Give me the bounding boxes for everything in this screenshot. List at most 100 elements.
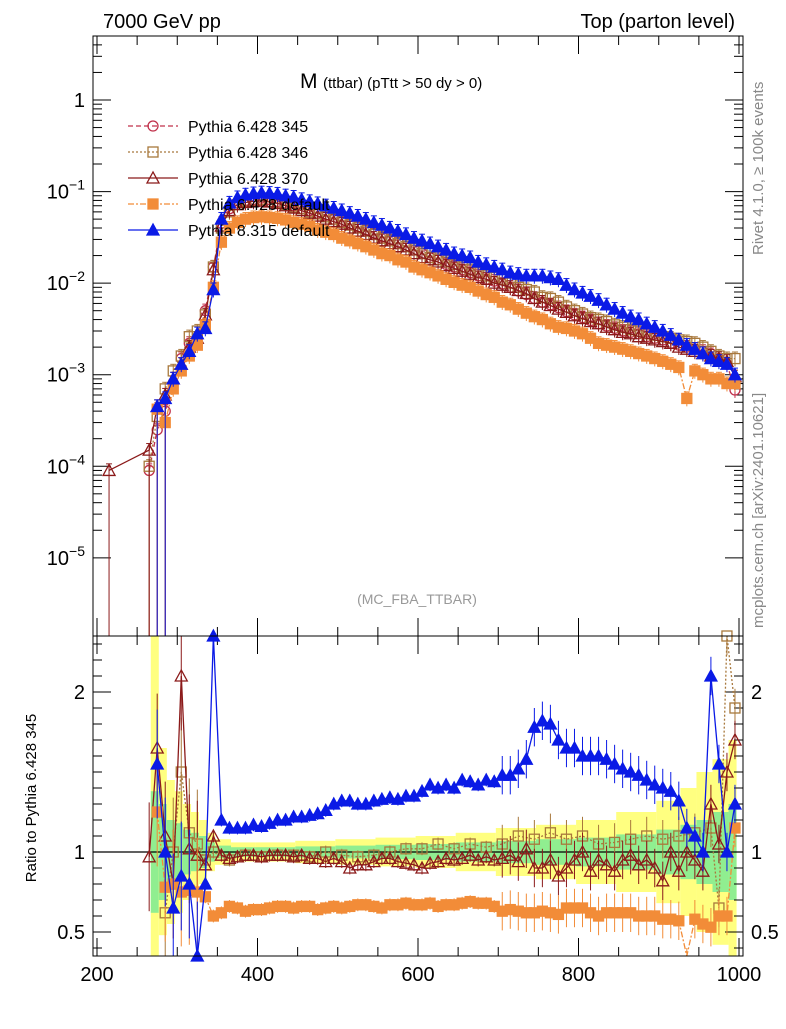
ratio-point [463, 774, 478, 788]
data-point [398, 227, 414, 241]
ratio-point [422, 777, 438, 791]
data-point [310, 196, 325, 210]
ratio-point [286, 849, 301, 863]
ratio-point [422, 855, 438, 869]
ratio-point [432, 838, 444, 850]
ratio-frame [92, 635, 744, 957]
data-point [198, 321, 213, 335]
legend-label: Pythia 6.428 346 [188, 145, 308, 162]
rivet-label: Rivet 4.1.0, ≥ 100k events [750, 82, 767, 255]
ratio-ytick-label-right: 1 [751, 842, 762, 864]
ratio-point [641, 830, 653, 842]
data-point [503, 265, 518, 279]
data-point [679, 337, 694, 351]
ratio-point [544, 827, 557, 839]
legend-label: Pythia 6.428 345 [188, 119, 308, 136]
ratio-point [503, 767, 518, 781]
ratio-point [254, 849, 269, 863]
ratio-ytick-label-right: 0.5 [751, 922, 779, 944]
ratio-point [416, 843, 428, 855]
ratio-point [447, 780, 462, 794]
legend-marker [145, 222, 161, 236]
data-point [302, 194, 317, 208]
ratio-point [511, 854, 526, 868]
ratio-point [215, 907, 228, 919]
ratio-point [551, 732, 566, 746]
data-point [519, 286, 534, 300]
ratio-point [318, 803, 333, 817]
watermark: (MC_FBA_TTBAR) [357, 591, 477, 607]
ratio-point [647, 860, 662, 874]
xtick-label: 400 [241, 964, 274, 986]
data-point [270, 186, 285, 200]
ratio-point [729, 702, 741, 714]
ratio-point [464, 838, 476, 850]
ratio-point [487, 774, 502, 788]
data-point [366, 215, 381, 229]
data-point [479, 257, 494, 271]
ratio-point [673, 830, 685, 842]
data-point [567, 282, 582, 296]
ratio-point [599, 751, 614, 765]
data-point [214, 211, 229, 225]
data-point [711, 353, 727, 367]
ratio-point [342, 793, 357, 807]
ratio-point [639, 772, 654, 786]
data-point [647, 319, 662, 333]
data-point [535, 294, 550, 308]
data-point [591, 292, 606, 306]
data-point [101, 463, 117, 477]
data-point [286, 200, 301, 214]
ratio-point [560, 833, 573, 845]
ratio-point [503, 847, 518, 861]
ratio-point [400, 843, 412, 855]
ratio-point [687, 852, 702, 866]
data-point [631, 329, 646, 343]
ratio-point [182, 876, 197, 890]
data-point [463, 250, 478, 264]
data-point [254, 185, 269, 199]
ratio-point [687, 828, 702, 842]
data-point [215, 236, 228, 248]
ratio-series [142, 628, 743, 962]
data-point [414, 233, 430, 247]
data-point [278, 188, 293, 202]
main-ticks: 110−110−210−310−410−5 [47, 35, 743, 636]
data-point [671, 332, 686, 346]
ratio-point [631, 767, 646, 781]
ratio-point [567, 740, 582, 754]
ratio-point [721, 910, 733, 922]
legend-marker [147, 198, 159, 210]
data-point [607, 322, 622, 336]
ratio-point [623, 764, 638, 778]
data-point [278, 198, 293, 212]
header-right: Top (parton level) [580, 11, 735, 33]
ratio-point [552, 908, 565, 921]
ratio-point [463, 847, 478, 861]
data-point [567, 308, 582, 322]
ratio-point [608, 836, 621, 849]
mcplots-label: mcplots.cern.ch [arXiv:2401.10621] [750, 393, 767, 628]
data-point [390, 239, 406, 253]
xtick-label: 800 [562, 964, 595, 986]
ratio-point [438, 851, 454, 865]
ratio-point [673, 915, 685, 927]
xtick-label: 1000 [717, 964, 762, 986]
ratio-point [238, 847, 253, 861]
ratio-ylabel: Ratio to Pythia 6.428 345 [23, 714, 40, 882]
data-point [655, 323, 670, 337]
data-point [511, 283, 526, 297]
legend-marker [147, 146, 159, 158]
ratio-point [294, 847, 309, 861]
data-point [583, 288, 598, 302]
ratio-point [695, 844, 710, 858]
data-point [615, 324, 630, 339]
data-point [230, 197, 245, 211]
data-point [471, 270, 486, 284]
xtick-label: 200 [80, 964, 113, 986]
ratio-point [551, 868, 566, 882]
data-point [286, 189, 301, 203]
data-point [342, 205, 357, 219]
data-point [430, 254, 446, 268]
data-point [406, 230, 422, 244]
